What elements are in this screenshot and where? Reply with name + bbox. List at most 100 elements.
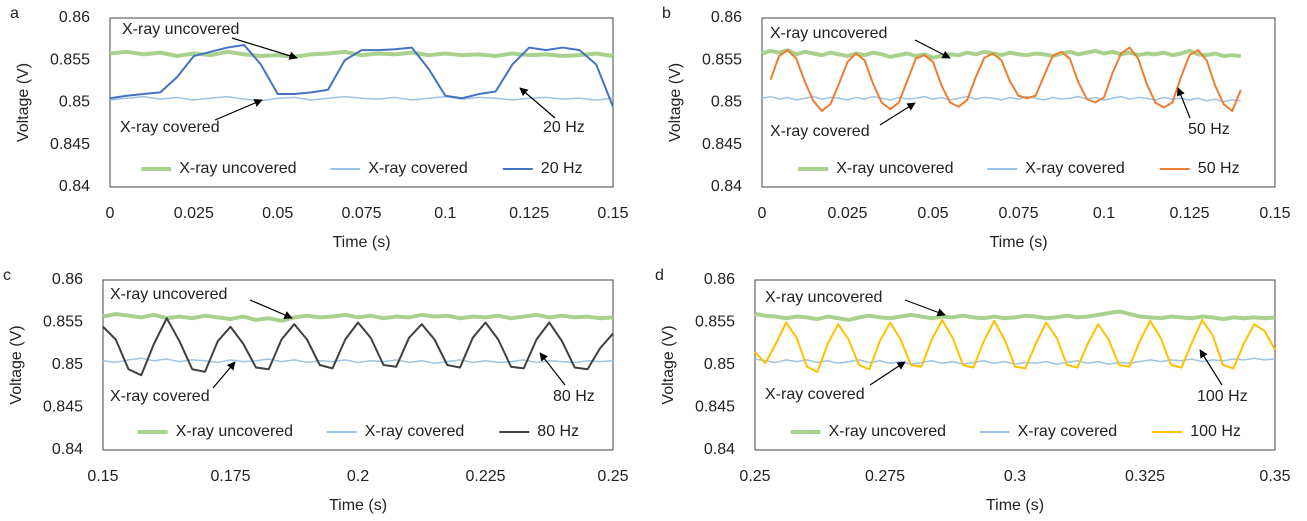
x-axis-title: Time (s) <box>329 497 387 514</box>
x-axis-title: Time (s) <box>986 497 1044 514</box>
annotation: 50 Hz <box>1188 121 1230 138</box>
series-line <box>754 309 1276 322</box>
x-tick-label: 0.2 <box>347 468 369 485</box>
annotation: X-ray covered <box>765 386 865 403</box>
plot-frame <box>102 279 614 451</box>
series-line <box>761 95 1241 103</box>
panel-label: d <box>655 267 664 284</box>
series-line <box>102 357 614 365</box>
series-line <box>761 48 1241 60</box>
x-tick-label: 0.175 <box>210 468 250 485</box>
y-axis-title: Voltage (V) <box>660 325 677 404</box>
x-tick-label: 0.05 <box>917 205 948 222</box>
series-line <box>754 318 1276 373</box>
y-tick-label: 0.85 <box>59 94 90 111</box>
annotation: 20 Hz <box>543 119 585 136</box>
x-tick-label: 0.025 <box>827 205 867 222</box>
y-axis-title: Voltage (V) <box>8 325 25 404</box>
y-tick-label: 0.86 <box>59 9 90 26</box>
legend-label: X-ray uncovered <box>176 423 293 440</box>
y-tick-label: 0.855 <box>43 314 83 331</box>
annotation: X-ray covered <box>110 388 210 405</box>
annotation: X-ray covered <box>120 119 220 136</box>
legend-label: X-ray uncovered <box>836 160 953 177</box>
series-line <box>102 312 614 323</box>
x-tick-label: 0.325 <box>1125 468 1165 485</box>
x-tick-label: 0.15 <box>597 205 628 222</box>
x-tick-label: 0.125 <box>1169 205 1209 222</box>
series-line <box>109 49 614 59</box>
x-tick-label: 0.075 <box>341 205 381 222</box>
annotation-arrow <box>539 352 566 386</box>
plot-frame <box>761 17 1276 188</box>
x-tick-label: 0.15 <box>87 468 118 485</box>
annotation-arrow <box>249 299 293 319</box>
y-tick-label: 0.845 <box>50 136 90 153</box>
y-tick-label: 0.845 <box>702 136 742 153</box>
y-tick-label: 0.84 <box>52 441 83 458</box>
x-tick-label: 0.3 <box>1004 468 1026 485</box>
plot-frame <box>754 279 1276 451</box>
series-line <box>109 44 614 108</box>
panel-label: c <box>3 267 11 284</box>
legend-label: 20 Hz <box>541 160 583 177</box>
x-tick-label: 0.35 <box>1259 468 1290 485</box>
x-tick-label: 0.125 <box>509 205 549 222</box>
y-tick-label: 0.84 <box>59 178 90 195</box>
x-tick-label: 0.1 <box>434 205 456 222</box>
x-tick-label: 0 <box>106 205 115 222</box>
y-tick-label: 0.85 <box>711 94 742 111</box>
legend-label: 50 Hz <box>1198 160 1240 177</box>
annotation: 100 Hz <box>1197 388 1248 405</box>
legend-label: 80 Hz <box>537 423 579 440</box>
y-tick-label: 0.85 <box>704 356 735 373</box>
y-tick-label: 0.86 <box>704 271 735 288</box>
x-tick-label: 0.275 <box>865 468 905 485</box>
y-tick-label: 0.855 <box>702 51 742 68</box>
x-tick-label: 0.075 <box>998 205 1038 222</box>
annotation: X-ray uncovered <box>770 25 887 42</box>
annotation: X-ray uncovered <box>122 21 239 38</box>
annotation: X-ray uncovered <box>765 289 882 306</box>
x-tick-label: 0.1 <box>1093 205 1115 222</box>
x-tick-label: 0.15 <box>1259 205 1290 222</box>
annotation-arrow <box>914 39 951 59</box>
y-tick-label: 0.86 <box>711 9 742 26</box>
legend-label: X-ray covered <box>1025 160 1125 177</box>
y-tick-label: 0.855 <box>695 314 735 331</box>
y-tick-label: 0.84 <box>711 178 742 195</box>
series-line <box>754 357 1276 365</box>
y-tick-label: 0.855 <box>50 51 90 68</box>
panel-label: a <box>10 5 19 22</box>
y-tick-label: 0.86 <box>52 271 83 288</box>
annotation-arrow <box>214 99 263 121</box>
annotation-arrow <box>519 87 556 119</box>
x-tick-label: 0.025 <box>174 205 214 222</box>
annotation-arrow <box>212 361 236 389</box>
x-axis-title: Time (s) <box>332 234 390 251</box>
legend-label: X-ray uncovered <box>179 160 296 177</box>
legend-label: X-ray covered <box>368 160 468 177</box>
annotation-arrow <box>869 361 906 386</box>
annotation-arrow <box>1199 349 1223 386</box>
annotation-arrow <box>879 102 916 126</box>
legend-label: X-ray covered <box>365 423 465 440</box>
x-tick-label: 0.25 <box>739 468 770 485</box>
x-axis-title: Time (s) <box>989 234 1047 251</box>
series-line <box>769 46 1242 112</box>
series-line <box>109 95 614 102</box>
x-tick-label: 0.225 <box>465 468 505 485</box>
annotation-arrow <box>231 37 298 60</box>
y-axis-title: Voltage (V) <box>667 63 684 142</box>
annotation: X-ray uncovered <box>110 286 227 303</box>
legend-label: 100 Hz <box>1190 423 1241 440</box>
panel-label: b <box>662 5 671 22</box>
plot-frame <box>109 17 614 188</box>
y-tick-label: 0.84 <box>704 441 735 458</box>
y-axis-title: Voltage (V) <box>15 63 32 142</box>
annotation-arrow <box>904 299 946 317</box>
x-tick-label: 0 <box>758 205 767 222</box>
annotation: 80 Hz <box>553 388 595 405</box>
